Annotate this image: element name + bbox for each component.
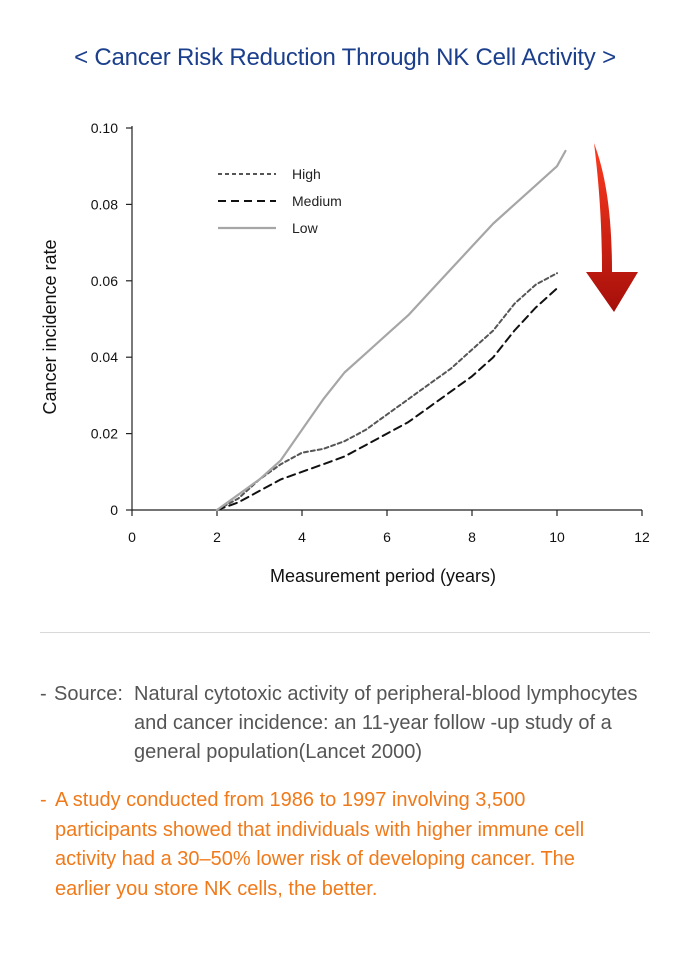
divider <box>40 632 650 633</box>
series-line-high <box>216 272 558 511</box>
source-citation: - Source: Natural cytotoxic activity of … <box>40 680 670 767</box>
legend-label-high: High <box>292 166 321 182</box>
legend-label-medium: Medium <box>292 193 342 209</box>
source-label: Source: <box>54 683 123 705</box>
legend-label-low: Low <box>292 220 319 236</box>
chart-series <box>215 149 567 512</box>
source-text: Natural cytotoxic activity of peripheral… <box>134 683 638 763</box>
y-tick-label: 0.08 <box>91 196 118 212</box>
x-tick-label: 2 <box>213 529 221 545</box>
down-arrow-icon <box>586 143 638 312</box>
y-tick-label: 0.10 <box>91 120 118 136</box>
x-tick-label: 12 <box>634 529 650 545</box>
series-line-low <box>215 149 567 512</box>
chart-axes: 0 0.02 0.04 0.06 0.08 0.10 0 2 4 6 8 10 12 Measuremen… <box>40 120 650 586</box>
x-tick-label: 6 <box>383 529 391 545</box>
y-tick-label: 0 <box>110 502 118 518</box>
page-title: < Cancer Risk Reduction Through NK Cell … <box>74 44 616 71</box>
y-axis-title: Cancer incidence rate <box>40 239 60 414</box>
x-axis-title: Measurement period (years) <box>270 566 496 586</box>
y-tick-label: 0.06 <box>91 273 118 289</box>
source-bullet: - <box>40 683 47 705</box>
x-tick-label: 8 <box>468 529 476 545</box>
study-finding: - A study conducted from 1986 to 1997 in… <box>40 786 620 904</box>
y-tick-label: 0.02 <box>91 426 118 442</box>
chart-legend: High Medium Low <box>218 166 342 236</box>
finding-bullet: - <box>40 789 47 811</box>
x-tick-label: 10 <box>549 529 565 545</box>
x-tick-label: 4 <box>298 529 306 545</box>
x-tick-label: 0 <box>128 529 136 545</box>
series-line-medium <box>216 287 558 511</box>
finding-text: A study conducted from 1986 to 1997 invo… <box>55 789 585 900</box>
line-chart: 0 0.02 0.04 0.06 0.08 0.10 0 2 4 6 8 10 12 Measuremen… <box>40 120 650 586</box>
y-tick-label: 0.04 <box>91 349 118 365</box>
chart-annotation <box>586 143 638 312</box>
